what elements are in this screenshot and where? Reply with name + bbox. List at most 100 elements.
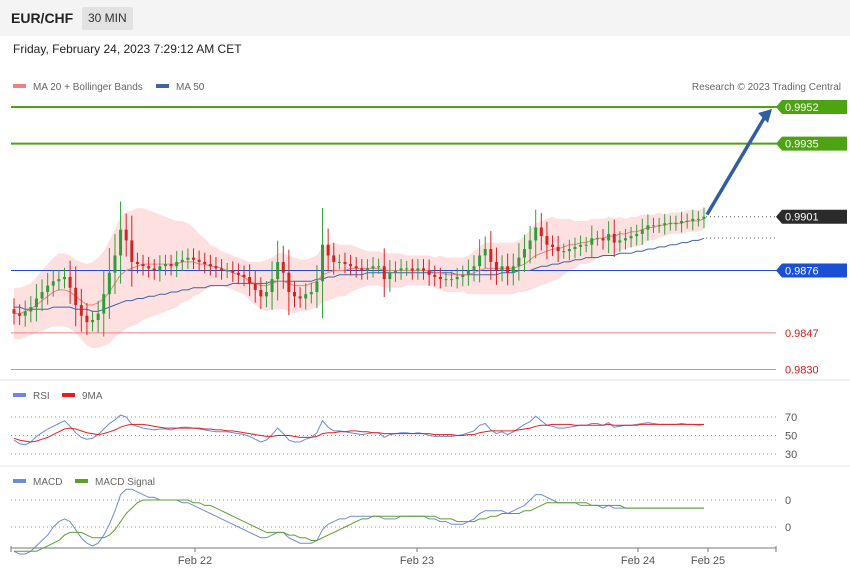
candle bbox=[573, 246, 577, 250]
candle bbox=[382, 266, 386, 280]
candle bbox=[326, 244, 330, 256]
candle bbox=[522, 249, 526, 258]
candle bbox=[450, 279, 454, 281]
candle bbox=[455, 276, 459, 280]
legend-swatch bbox=[62, 393, 75, 397]
candle bbox=[74, 287, 78, 305]
candle bbox=[231, 270, 235, 273]
candle bbox=[91, 320, 95, 323]
datetime-label: Friday, February 24, 2023 7:29:12 AM CET bbox=[13, 42, 242, 56]
candle bbox=[169, 264, 173, 267]
candle bbox=[281, 261, 285, 273]
candle bbox=[416, 268, 420, 271]
candle bbox=[332, 255, 336, 262]
candle bbox=[321, 244, 325, 282]
candle bbox=[691, 218, 695, 222]
candle bbox=[371, 266, 375, 269]
candle bbox=[595, 238, 599, 240]
time-tick-label: Feb 22 bbox=[178, 555, 212, 567]
candle bbox=[483, 249, 487, 256]
candle bbox=[220, 268, 224, 271]
candle bbox=[674, 223, 678, 225]
candle bbox=[556, 246, 560, 252]
candle bbox=[567, 249, 571, 252]
candle bbox=[393, 270, 397, 273]
candle bbox=[107, 272, 111, 295]
rsi-line bbox=[13, 414, 705, 446]
candle bbox=[225, 270, 229, 272]
candle bbox=[685, 221, 689, 223]
candle bbox=[214, 266, 218, 269]
candle bbox=[377, 266, 381, 268]
candle bbox=[242, 274, 246, 277]
candle bbox=[208, 264, 212, 267]
candle bbox=[511, 266, 515, 273]
candle bbox=[276, 261, 280, 280]
pivot-price-tag bbox=[776, 263, 847, 278]
forecast-arrowhead bbox=[758, 109, 772, 123]
candle bbox=[657, 225, 661, 227]
support-label: 0.9830 bbox=[785, 365, 819, 377]
candle bbox=[607, 233, 611, 241]
rsi-ma-line bbox=[13, 423, 704, 443]
candle bbox=[500, 266, 504, 271]
candle bbox=[197, 259, 201, 262]
candle bbox=[590, 238, 594, 245]
resistance-price-label: 0.9935 bbox=[785, 139, 819, 151]
candle bbox=[702, 216, 706, 219]
candle bbox=[337, 261, 341, 263]
candle bbox=[539, 227, 543, 237]
candle bbox=[192, 257, 196, 260]
rsi-tick-label: 30 bbox=[785, 449, 797, 461]
candle bbox=[668, 223, 672, 225]
macd-tick-label: 0 bbox=[785, 495, 791, 507]
candle bbox=[652, 225, 656, 227]
candle bbox=[696, 218, 700, 220]
candle bbox=[46, 285, 50, 293]
legend-label: 9MA bbox=[82, 391, 103, 402]
candle bbox=[528, 240, 532, 250]
support-label: 0.9847 bbox=[785, 328, 819, 340]
time-tick-label: Feb 25 bbox=[691, 555, 725, 567]
candle bbox=[40, 292, 44, 299]
candle bbox=[186, 257, 190, 260]
candle bbox=[612, 233, 616, 243]
candle bbox=[517, 257, 521, 267]
candle bbox=[85, 315, 89, 323]
candle bbox=[12, 309, 16, 314]
candle bbox=[444, 279, 448, 281]
legend-label: MACD bbox=[33, 477, 62, 488]
ma20-line bbox=[14, 218, 705, 315]
candle bbox=[343, 261, 347, 265]
timeframe-button[interactable]: 30 MIN bbox=[82, 7, 133, 30]
macd-signal-line bbox=[14, 499, 704, 552]
candle bbox=[253, 283, 257, 290]
candle bbox=[388, 272, 392, 280]
candle bbox=[304, 294, 308, 299]
credit-label: Research © 2023 Trading Central bbox=[692, 82, 841, 93]
rsi-tick-label: 70 bbox=[785, 412, 797, 424]
time-tick-label: Feb 24 bbox=[621, 555, 655, 567]
candle bbox=[584, 244, 588, 246]
candle bbox=[618, 240, 622, 243]
candle bbox=[29, 307, 33, 312]
candle bbox=[433, 274, 437, 277]
legend-swatch bbox=[13, 393, 26, 397]
candle bbox=[248, 276, 252, 284]
candle bbox=[623, 238, 627, 241]
candle bbox=[57, 279, 61, 282]
resistance-price-tag bbox=[776, 100, 847, 114]
candle bbox=[466, 270, 470, 275]
candle bbox=[34, 298, 38, 308]
legend-swatch bbox=[156, 84, 169, 88]
candle bbox=[349, 264, 353, 267]
candle bbox=[534, 227, 538, 241]
time-tick-label: Feb 23 bbox=[400, 555, 434, 567]
candle bbox=[119, 229, 123, 256]
candle bbox=[62, 276, 66, 280]
legend-label: MA 20 + Bollinger Bands bbox=[33, 82, 143, 93]
candle bbox=[405, 268, 409, 270]
legend-label: MACD Signal bbox=[95, 477, 155, 488]
candle bbox=[410, 268, 414, 271]
